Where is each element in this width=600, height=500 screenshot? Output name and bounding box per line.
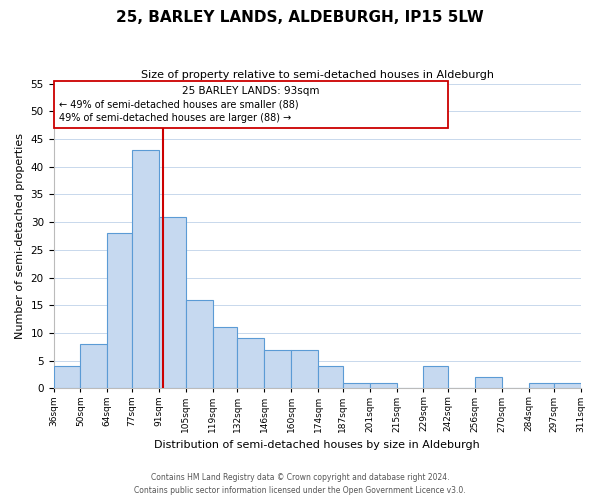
Bar: [53, 366, 80, 388]
Title: Size of property relative to semi-detached houses in Aldeburgh: Size of property relative to semi-detach…: [140, 70, 494, 80]
Bar: [554, 383, 581, 388]
Text: 49% of semi-detached houses are larger (88) →: 49% of semi-detached houses are larger (…: [59, 112, 292, 122]
Bar: [80, 344, 107, 389]
Bar: [318, 366, 343, 388]
Bar: [424, 366, 448, 388]
Bar: [132, 150, 159, 388]
Text: 25, BARLEY LANDS, ALDEBURGH, IP15 5LW: 25, BARLEY LANDS, ALDEBURGH, IP15 5LW: [116, 10, 484, 25]
Bar: [212, 328, 238, 388]
Y-axis label: Number of semi-detached properties: Number of semi-detached properties: [15, 133, 25, 339]
Text: Contains HM Land Registry data © Crown copyright and database right 2024.
Contai: Contains HM Land Registry data © Crown c…: [134, 473, 466, 495]
Bar: [265, 350, 291, 389]
Bar: [159, 216, 186, 388]
Bar: [370, 383, 397, 388]
Bar: [529, 383, 554, 388]
Bar: [343, 383, 370, 388]
Bar: [238, 338, 265, 388]
FancyBboxPatch shape: [53, 81, 448, 128]
Bar: [107, 233, 132, 388]
Bar: [291, 350, 318, 389]
Bar: [186, 300, 212, 388]
X-axis label: Distribution of semi-detached houses by size in Aldeburgh: Distribution of semi-detached houses by …: [154, 440, 480, 450]
Text: 25 BARLEY LANDS: 93sqm: 25 BARLEY LANDS: 93sqm: [182, 86, 320, 96]
Text: ← 49% of semi-detached houses are smaller (88): ← 49% of semi-detached houses are smalle…: [59, 100, 299, 110]
Bar: [475, 378, 502, 388]
